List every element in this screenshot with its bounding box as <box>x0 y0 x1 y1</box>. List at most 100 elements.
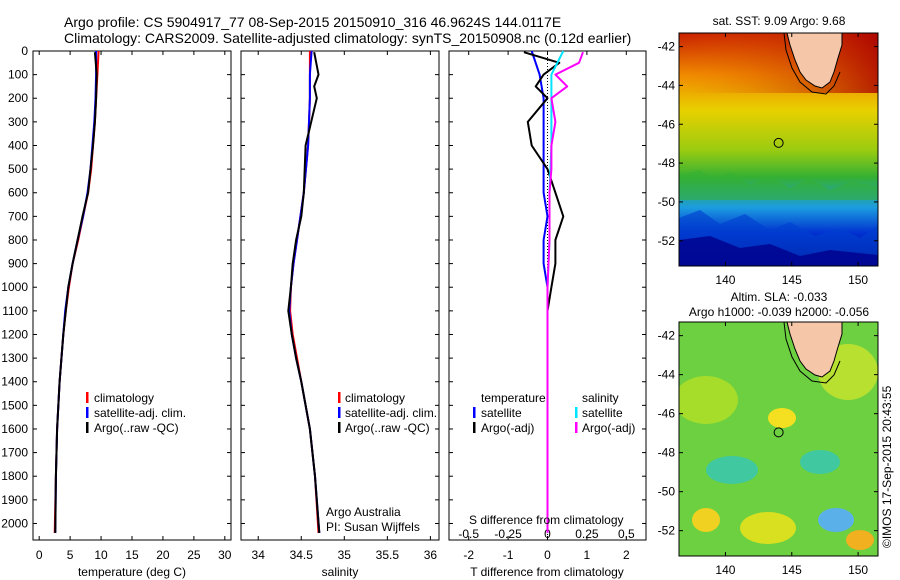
y-tick-label: 2000 <box>1 516 28 530</box>
sla-ticks: 140 145 150 -42 -44 -46 -48 -50 -52 <box>658 322 878 577</box>
y-tick-label: 1200 <box>1 327 28 341</box>
sla-blob <box>818 508 854 532</box>
s-tick-label: -0.5 <box>458 527 479 541</box>
map-x-tick-label: 150 <box>848 563 868 577</box>
sla-blob <box>706 456 758 484</box>
y-tick-label: 600 <box>8 186 28 200</box>
legend-title-salinity: salinity <box>582 391 619 405</box>
axes-layer: 0100200300400500600700800900100011001200… <box>1 44 646 562</box>
legend-argo: Argo(..raw -QC) <box>94 421 179 435</box>
y-tick-label: 100 <box>8 68 28 82</box>
y-tick-label: 500 <box>8 162 28 176</box>
salinity-legend: climatology satellite-adj. clim. Argo(..… <box>338 391 437 435</box>
y-tick-label: 300 <box>8 115 28 129</box>
tasmania-contour <box>783 322 841 384</box>
x-tick-label: 34 <box>252 548 266 562</box>
legend-swatch-argo <box>473 422 476 433</box>
x-tick-label: 2 <box>623 548 630 562</box>
s-difference-axis-label: S difference from climatology <box>469 513 624 527</box>
sla-map-title1: Altim. SLA: -0.033 <box>731 290 828 304</box>
x-tick-label: 30 <box>218 548 232 562</box>
x-tick-label: 0 <box>544 548 551 562</box>
sla-blob <box>846 530 874 550</box>
map-y-tick-label: -48 <box>658 446 676 460</box>
sla-map-title2: Argo h1000: -0.039 h2000: -0.056 <box>689 305 869 319</box>
tasmania-land <box>786 33 843 89</box>
sst-ticks: 140 145 150 -42 -44 -46 -48 -50 -52 <box>658 33 878 287</box>
s-tick-label: -0.25 <box>494 527 522 541</box>
y-tick-label: 700 <box>8 209 28 223</box>
map-x-tick-label: 145 <box>782 563 802 577</box>
sst-map: sat. SST: 9.09 Argo: 9.68 140 145 150 -42 -4… <box>658 14 879 287</box>
map-y-tick-label: -46 <box>658 407 676 421</box>
salinity-panel <box>240 50 440 541</box>
legend-climatology: climatology <box>94 391 154 405</box>
map-y-tick-label: -50 <box>658 485 676 499</box>
y-tick-label: 1300 <box>1 351 28 365</box>
legend-satellite: satellite-adj. clim. <box>94 406 186 420</box>
legend-swatch-satellite <box>338 407 341 418</box>
imos-credit: ©IMOS 17-Sep-2015 20:43:55 <box>880 385 894 548</box>
sla-map: Altim. SLA: -0.033 Argo h1000: -0.039 h2… <box>658 290 879 577</box>
y-tick-label: 0 <box>21 44 28 58</box>
sla-blob <box>800 450 840 474</box>
map-x-tick-label: 140 <box>715 563 735 577</box>
y-tick-label: 200 <box>8 91 28 105</box>
map-x-tick-label: 140 <box>715 273 735 287</box>
argo-australia-label: Argo Australia <box>326 505 401 519</box>
series-climatology <box>53 50 100 533</box>
tasmania-land <box>786 322 843 378</box>
map-y-tick-label: -46 <box>658 117 676 131</box>
sst-coldest-band <box>679 236 878 266</box>
temperature-legend: climatology satellite-adj. clim. Argo(..… <box>86 391 186 435</box>
legend-s-satellite: satellite <box>582 406 623 420</box>
sst-argo-marker <box>773 137 784 148</box>
legend-swatch-argo <box>86 422 89 433</box>
legend-satellite: satellite-adj. clim. <box>345 406 437 420</box>
x-tick-label: 15 <box>125 548 139 562</box>
y-tick-label: 1700 <box>1 446 28 460</box>
map-x-tick-label: 150 <box>848 273 868 287</box>
sla-blob <box>768 408 796 428</box>
legend-t-satellite: satellite <box>481 406 522 420</box>
x-tick-label: 34.5 <box>290 548 314 562</box>
sst-frame <box>678 32 879 267</box>
series-satellite-adj-clim <box>288 50 321 533</box>
map-y-tick-label: -44 <box>658 78 676 92</box>
legend-t-argo: Argo(-adj) <box>481 421 534 435</box>
sla-frame <box>678 321 879 557</box>
s-tick-label: 0.5 <box>618 527 635 541</box>
x-tick-label: -1 <box>503 548 514 562</box>
y-tick-label: 1500 <box>1 398 28 412</box>
tasmania-contour <box>783 33 841 95</box>
y-tick-label: 1600 <box>1 422 28 436</box>
map-y-tick-label: -48 <box>658 156 676 170</box>
map-x-tick-label: 145 <box>782 273 802 287</box>
x-tick-label: 35 <box>338 548 352 562</box>
legend-swatch-satellite <box>86 407 89 418</box>
legend-swatch-argo <box>338 422 341 433</box>
map-y-tick-label: -42 <box>658 329 676 343</box>
sla-blob <box>692 508 720 532</box>
x-tick-label: -2 <box>463 548 474 562</box>
x-tick-label: 20 <box>156 548 170 562</box>
series-layer <box>53 50 584 533</box>
legend-argo: Argo(..raw -QC) <box>345 421 430 435</box>
sla-blob <box>679 376 738 424</box>
series-satellite-adj-clim <box>54 51 98 533</box>
difference-legend: temperature satellite Argo(-adj) salinit… <box>473 391 635 435</box>
y-tick-label: 1900 <box>1 493 28 507</box>
salinity-xlabel: salinity <box>322 565 359 579</box>
sst-green-band <box>679 170 878 200</box>
map-y-tick-label: -44 <box>658 368 676 382</box>
legend-swatch-sal-argo <box>575 422 578 433</box>
map-y-tick-label: -42 <box>658 40 676 54</box>
x-tick-label: 25 <box>187 548 201 562</box>
y-tick-label: 1800 <box>1 469 28 483</box>
x-tick-label: 35.5 <box>376 548 400 562</box>
x-tick-label: 36 <box>424 548 438 562</box>
x-tick-label: 1 <box>584 548 591 562</box>
map-y-tick-label: -52 <box>658 234 676 248</box>
y-tick-label: 1000 <box>1 280 28 294</box>
header-line2: Climatology: CARS2009. Satellite-adjuste… <box>64 30 631 46</box>
